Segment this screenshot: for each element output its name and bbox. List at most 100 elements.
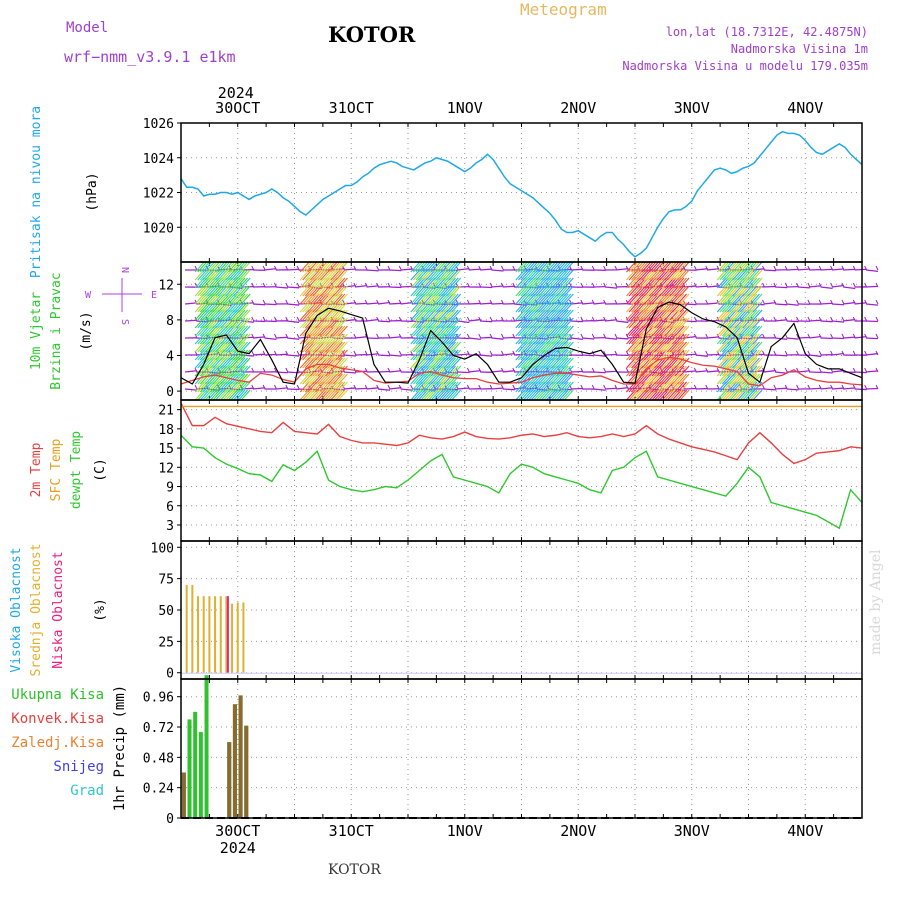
wind-barb <box>491 269 504 272</box>
wind-barb <box>641 261 652 273</box>
wind-barb <box>786 268 799 271</box>
wind-barb-flag <box>387 350 391 356</box>
wind-barb <box>563 277 574 289</box>
wind-barb <box>558 309 569 321</box>
wind-barb <box>343 354 356 357</box>
wind-barb-flag <box>274 316 277 322</box>
wind-barb <box>264 353 277 356</box>
wind-barb <box>809 335 822 339</box>
wind-barb <box>335 341 346 353</box>
wind-barb <box>865 337 879 340</box>
wind-barb-flag <box>376 265 380 271</box>
y-tick-label: 0.48 <box>143 751 174 766</box>
y-tick-label: 0.24 <box>143 782 174 797</box>
wind-barb <box>332 381 343 393</box>
wind-barb <box>747 357 758 369</box>
wind-barb <box>831 352 845 356</box>
wind-barb-flag <box>580 282 584 288</box>
wind-barb-flag <box>262 384 266 390</box>
wind-barb <box>184 388 198 391</box>
wind-barb <box>217 261 228 273</box>
wind-barb <box>240 381 251 393</box>
wind-barb <box>253 303 266 306</box>
wind-barb <box>809 285 822 288</box>
wind-barb <box>332 317 343 329</box>
wind-barb <box>865 269 879 272</box>
wind-barb <box>309 261 320 273</box>
wind-barb <box>428 261 439 273</box>
wind-barb-flag <box>807 265 811 271</box>
wind-barb <box>448 269 459 281</box>
top-date-label: 1NOV <box>447 99 483 117</box>
wind-barb <box>335 389 346 401</box>
wind-barb <box>831 320 845 323</box>
wind-barb <box>451 333 462 345</box>
wind-barb-flag <box>512 367 516 373</box>
wind-barb <box>235 357 246 369</box>
y-tick-label: 15 <box>158 442 174 457</box>
wind-barb <box>654 261 664 273</box>
y-tick-label: 1026 <box>143 117 174 132</box>
wind-barb-flag <box>875 367 879 373</box>
wind-barb-flag <box>251 367 255 373</box>
wind-units: (m/s) <box>79 311 94 350</box>
wind-barb <box>235 293 246 305</box>
wind-barb <box>558 349 569 361</box>
wind-barb <box>389 302 402 305</box>
wind-barb <box>752 309 763 321</box>
wind-barb <box>338 293 348 305</box>
wind-barb <box>684 387 697 390</box>
wind-barb-flag <box>251 282 255 288</box>
wind-barb <box>604 370 617 373</box>
wind-barb <box>604 286 618 289</box>
temp-units-text: (C) <box>93 458 108 481</box>
wind-barb <box>241 320 254 323</box>
wind-barb-flag <box>262 350 266 356</box>
wind-barb <box>457 268 470 271</box>
wind-barb <box>468 369 481 373</box>
wind-barb <box>563 285 574 297</box>
cloud-bar <box>225 596 228 673</box>
wind-barb <box>684 353 697 356</box>
wind-barb <box>553 261 564 273</box>
temp-ylabel-0: 2m Temp <box>29 442 44 497</box>
wind-barb <box>238 261 249 273</box>
wind-barb <box>207 261 218 273</box>
wind-barb <box>433 261 444 273</box>
wind-barb-flag <box>296 316 300 322</box>
compass-rose: N S W E <box>85 267 157 325</box>
wind-barb-flag <box>762 333 765 339</box>
wind-barb <box>669 261 680 273</box>
wind-barb <box>235 325 246 337</box>
wind-barb <box>275 353 288 356</box>
wind-barb <box>451 365 462 377</box>
wind-barb <box>338 269 348 281</box>
wind-barb <box>240 333 251 345</box>
wind-barb <box>238 277 249 289</box>
wind-barb <box>238 293 249 305</box>
wind-barb <box>468 302 481 305</box>
wind-barb-flag <box>466 333 470 339</box>
wind-barb <box>666 261 677 273</box>
y-tick-label: 1024 <box>143 152 174 167</box>
wind-barb <box>446 341 456 353</box>
wind-barb-flag <box>274 265 277 271</box>
precip-bar <box>187 719 192 818</box>
wind-barb <box>332 293 343 305</box>
wind-barb <box>865 285 879 288</box>
wind-barb-flag <box>864 333 868 339</box>
wind-barb-flag <box>489 265 493 271</box>
precip-legend-item: Ukupna Kisa <box>11 687 104 703</box>
y-tick-label: 18 <box>158 423 174 438</box>
wind-barb <box>235 365 246 377</box>
dewpoint-line <box>180 434 863 530</box>
y-tick-label: 0 <box>166 667 174 682</box>
wind-barb <box>558 285 569 297</box>
wind-barb <box>561 333 572 345</box>
wind-barb-flag <box>274 299 277 305</box>
wind-barb-flag <box>716 333 720 339</box>
wind-barb <box>763 285 776 288</box>
wind-barb <box>366 285 379 288</box>
cloud-bar <box>208 596 211 673</box>
